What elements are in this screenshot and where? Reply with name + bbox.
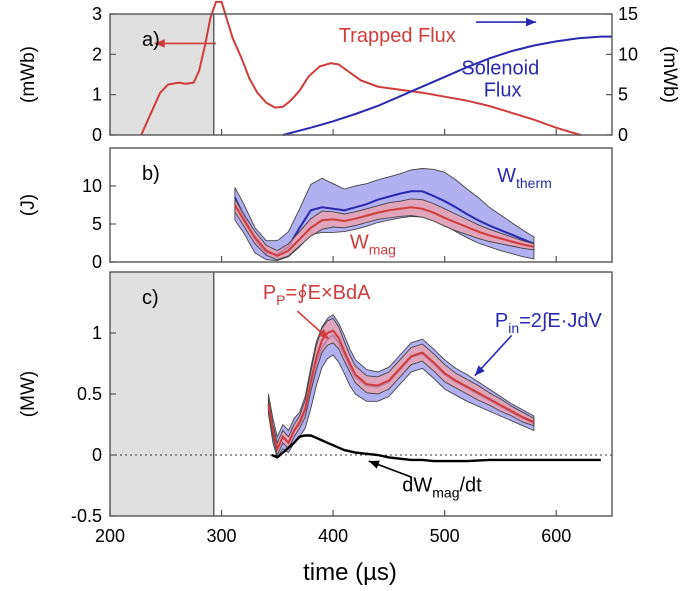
panel-1-ytick-right-label: 15 <box>618 4 638 24</box>
panel-2-annotation-1: Wmag <box>350 231 396 257</box>
panel-1-frame <box>109 13 613 136</box>
panel-3-ylabel: (MW) <box>18 371 39 417</box>
panel-1-arrow-1-head <box>526 17 537 27</box>
panel-3-ytick-label: 1 <box>92 323 102 343</box>
panel-1-annotation-0: Trapped Flux <box>339 25 456 47</box>
panel-3-arrow-1-head <box>474 365 485 376</box>
panel-2-ytick-label: 10 <box>82 176 102 196</box>
panel-2-annotation-0: Wtherm <box>497 165 552 191</box>
x-tick-label: 200 <box>95 526 125 546</box>
panel-1-label: a) <box>142 29 160 51</box>
panel-1-ytick-label: 3 <box>92 4 102 24</box>
panel-2-ytick-label: 5 <box>92 214 102 234</box>
panel-2-frame <box>109 147 613 263</box>
panel-1-arrow-0-head <box>154 39 165 48</box>
panel-3-series-dwmag-dt-line <box>271 434 601 463</box>
panel-3-annotation-2: dWmag/dt <box>402 475 482 501</box>
x-tick-label: 300 <box>207 526 237 546</box>
x-tick-label: 400 <box>318 526 348 546</box>
panel-3-annotation-0: PP=∮E×BdA <box>263 282 371 308</box>
panel-3-shaded-region <box>110 272 214 516</box>
panel-2-ylabel: (J) <box>18 194 39 216</box>
panel-3-series-p-p-mean-line <box>267 329 535 452</box>
panel-1-ytick-label: 0 <box>92 125 102 145</box>
panel-1-ytick-right-label: 10 <box>618 44 638 64</box>
x-axis-label: time (µs) <box>303 559 397 586</box>
panel-3-series-p-p-band <box>267 317 535 457</box>
panel-3-arrow-0-head <box>318 329 329 340</box>
panel-1-ytick-label: 1 <box>92 85 102 105</box>
panel-1-ytick-right-label: 0 <box>618 125 628 145</box>
x-tick-label: 600 <box>541 526 571 546</box>
panel-1-annotation-1: Solenoid <box>461 58 539 80</box>
panel-3-arrow-2-head <box>368 460 380 469</box>
x-tick-label: 500 <box>430 526 460 546</box>
panel-1-annotation-2: Flux <box>484 80 522 102</box>
panel-1-ylabel: (mWb) <box>18 46 39 103</box>
panel-2-label: b) <box>142 163 160 185</box>
panel-1-ylabel-right: (mWb) <box>659 46 680 103</box>
panel-3-label: c) <box>142 287 159 309</box>
panel-1-series-trapped-flux-line <box>140 0 582 136</box>
panel-3-ytick-label: 0 <box>92 445 102 465</box>
panel-3-annotation-1: Pin=2∫E·JdV <box>495 310 603 336</box>
panel-3-series-p-in-band <box>267 314 535 459</box>
panel-3-ytick-label: 0.5 <box>77 384 102 404</box>
panel-1-ytick-label: 2 <box>92 44 102 64</box>
panel-2-series-w-mag-mean-line <box>234 204 535 258</box>
panel-2-ytick-label: 0 <box>92 252 102 272</box>
panel-1-series-solenoid-flux-line <box>282 35 612 136</box>
panel-1-ytick-right-label: 5 <box>618 85 628 105</box>
panel-3-ytick-label: -0.5 <box>71 506 102 526</box>
